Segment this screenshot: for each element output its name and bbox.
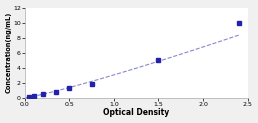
- Y-axis label: Concentration(ng/mL): Concentration(ng/mL): [6, 12, 12, 93]
- X-axis label: Optical Density: Optical Density: [103, 108, 169, 117]
